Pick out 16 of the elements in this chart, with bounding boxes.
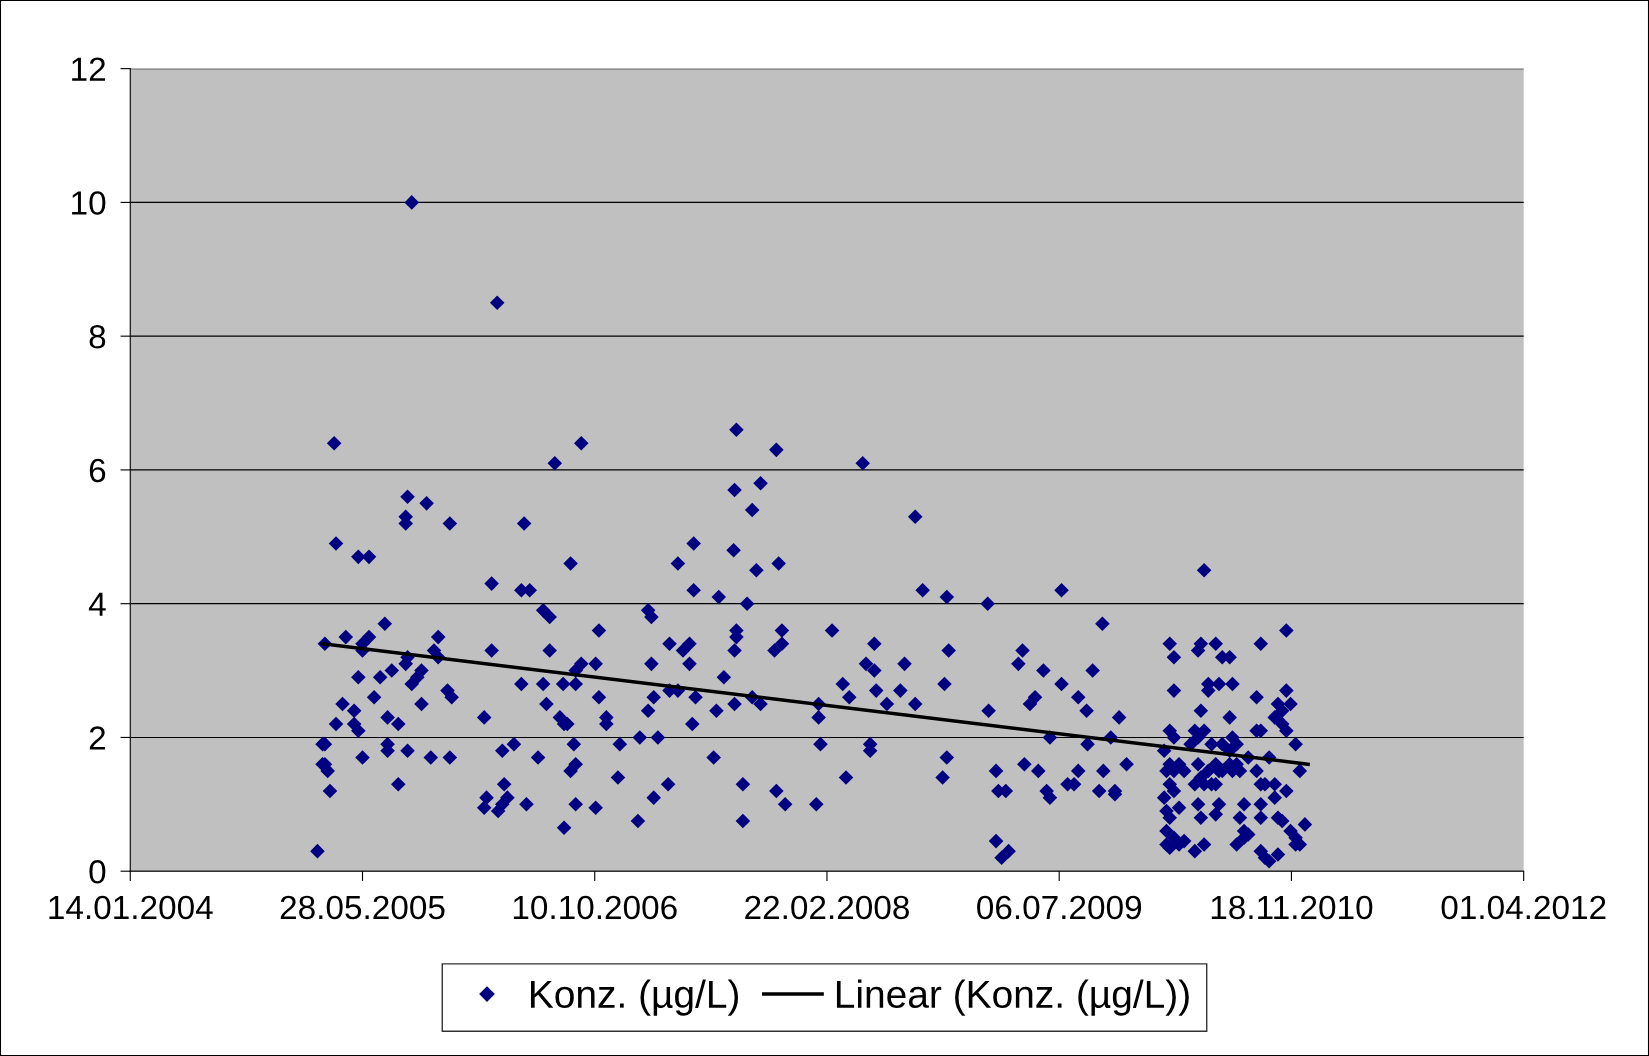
y-tick-label: 12 <box>72 57 105 81</box>
x-tick-label: 10.10.2006 <box>513 895 677 920</box>
legend-label: Linear (Konz. (µg/L)) <box>836 979 1189 1016</box>
y-tick-label: 6 <box>89 458 106 483</box>
x-tick-label: 06.07.2009 <box>977 895 1142 920</box>
x-tick-label: 28.05.2005 <box>280 895 445 920</box>
legend-label: Konz. (µg/L) <box>531 979 739 1016</box>
y-tick-label: 4 <box>88 592 106 616</box>
y-tick-label: 0 <box>89 860 106 884</box>
x-tick-label: 22.02.2008 <box>745 895 909 920</box>
x-tick-label: 01.04.2012 <box>1441 895 1606 920</box>
x-tick-label: 18.11.2010 <box>1211 895 1373 920</box>
y-tick-label: 10 <box>72 191 106 215</box>
y-tick-label: 2 <box>89 726 105 750</box>
x-tick-label: 14.01.2004 <box>49 895 213 920</box>
y-tick-label: 8 <box>89 324 106 349</box>
